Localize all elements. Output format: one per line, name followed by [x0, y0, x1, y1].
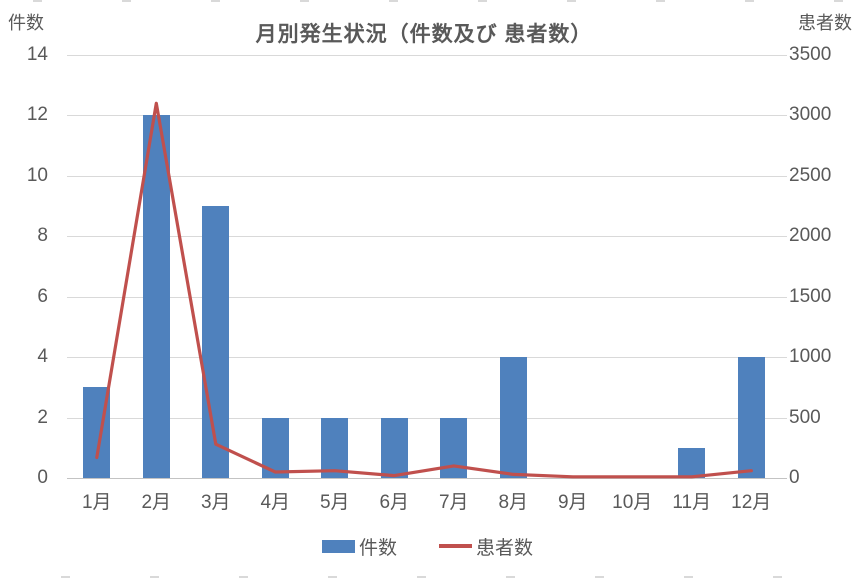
- legend: 件数 患者数: [0, 533, 855, 559]
- line-series-swatch-icon: [439, 544, 472, 548]
- gridline-10: [67, 175, 787, 177]
- left-tick-8: 8: [37, 225, 48, 247]
- right-tick-2000: 2000: [789, 225, 832, 247]
- gridline-2: [67, 417, 787, 419]
- right-tick-1500: 1500: [789, 285, 832, 307]
- x-label-11月: 11月: [672, 492, 712, 513]
- x-label-9月: 9月: [557, 492, 588, 513]
- x-label-12月: 12月: [731, 492, 772, 513]
- gridline-14: [67, 55, 787, 56]
- gridline-0: [67, 478, 787, 479]
- left-tick-2: 2: [37, 406, 48, 428]
- right-axis-title: 患者数: [798, 13, 852, 33]
- patients-line: [95, 101, 753, 479]
- x-label-6月: 6月: [379, 492, 410, 513]
- legend-label-patients: 患者数: [476, 537, 534, 559]
- x-label-7月: 7月: [438, 492, 469, 513]
- right-tick-1000: 1000: [789, 346, 832, 368]
- right-tick-2500: 2500: [789, 164, 832, 186]
- x-label-3月: 3月: [200, 492, 231, 513]
- left-tick-4: 4: [37, 346, 48, 368]
- bar-11月: [678, 447, 706, 478]
- gridline-12: [67, 115, 787, 117]
- left-tick-14: 14: [26, 44, 48, 65]
- x-label-8月: 8月: [498, 492, 529, 513]
- bar-5月: [321, 417, 349, 478]
- x-label-1月: 1月: [81, 492, 112, 513]
- x-label-10月: 10月: [612, 492, 653, 513]
- gridline-4: [67, 357, 787, 359]
- left-tick-12: 12: [26, 104, 48, 126]
- bar-8月: [499, 357, 527, 478]
- left-axis-title: 件数: [8, 13, 44, 33]
- right-tick-3000: 3000: [789, 104, 832, 126]
- bar-12月: [737, 357, 765, 478]
- legend-label-cases: 件数: [358, 537, 397, 559]
- left-tick-6: 6: [37, 285, 48, 307]
- bar-2月: [142, 115, 170, 478]
- right-tick-500: 500: [789, 406, 821, 428]
- bar-3月: [202, 206, 230, 478]
- x-label-5月: 5月: [319, 492, 350, 513]
- right-tick-0: 0: [789, 467, 800, 488]
- gridline-8: [67, 236, 787, 238]
- gridline-6: [67, 296, 787, 298]
- left-tick-0: 0: [37, 467, 48, 488]
- bar-6月: [380, 417, 408, 478]
- right-tick-3500: 3500: [789, 44, 832, 65]
- chart-title: 月別発生状況（件数及び 患者数）: [255, 23, 593, 46]
- bar-series-swatch-icon: [321, 539, 355, 553]
- legend-item-patients: 患者数: [439, 533, 533, 560]
- x-label-4月: 4月: [260, 492, 291, 513]
- legend-item-cases: 件数: [321, 533, 397, 560]
- left-tick-10: 10: [26, 164, 48, 186]
- x-label-2月: 2月: [141, 492, 172, 513]
